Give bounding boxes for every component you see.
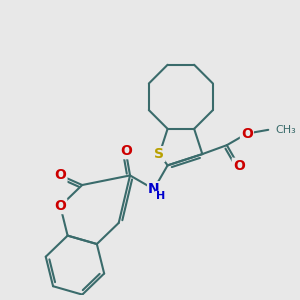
- Text: O: O: [233, 159, 244, 173]
- Text: O: O: [55, 168, 66, 182]
- Text: O: O: [120, 144, 132, 158]
- Text: H: H: [156, 191, 165, 201]
- Text: O: O: [241, 127, 253, 141]
- Text: S: S: [154, 147, 164, 161]
- Text: CH₃: CH₃: [275, 125, 296, 135]
- Text: O: O: [54, 199, 66, 213]
- Text: N: N: [148, 182, 160, 196]
